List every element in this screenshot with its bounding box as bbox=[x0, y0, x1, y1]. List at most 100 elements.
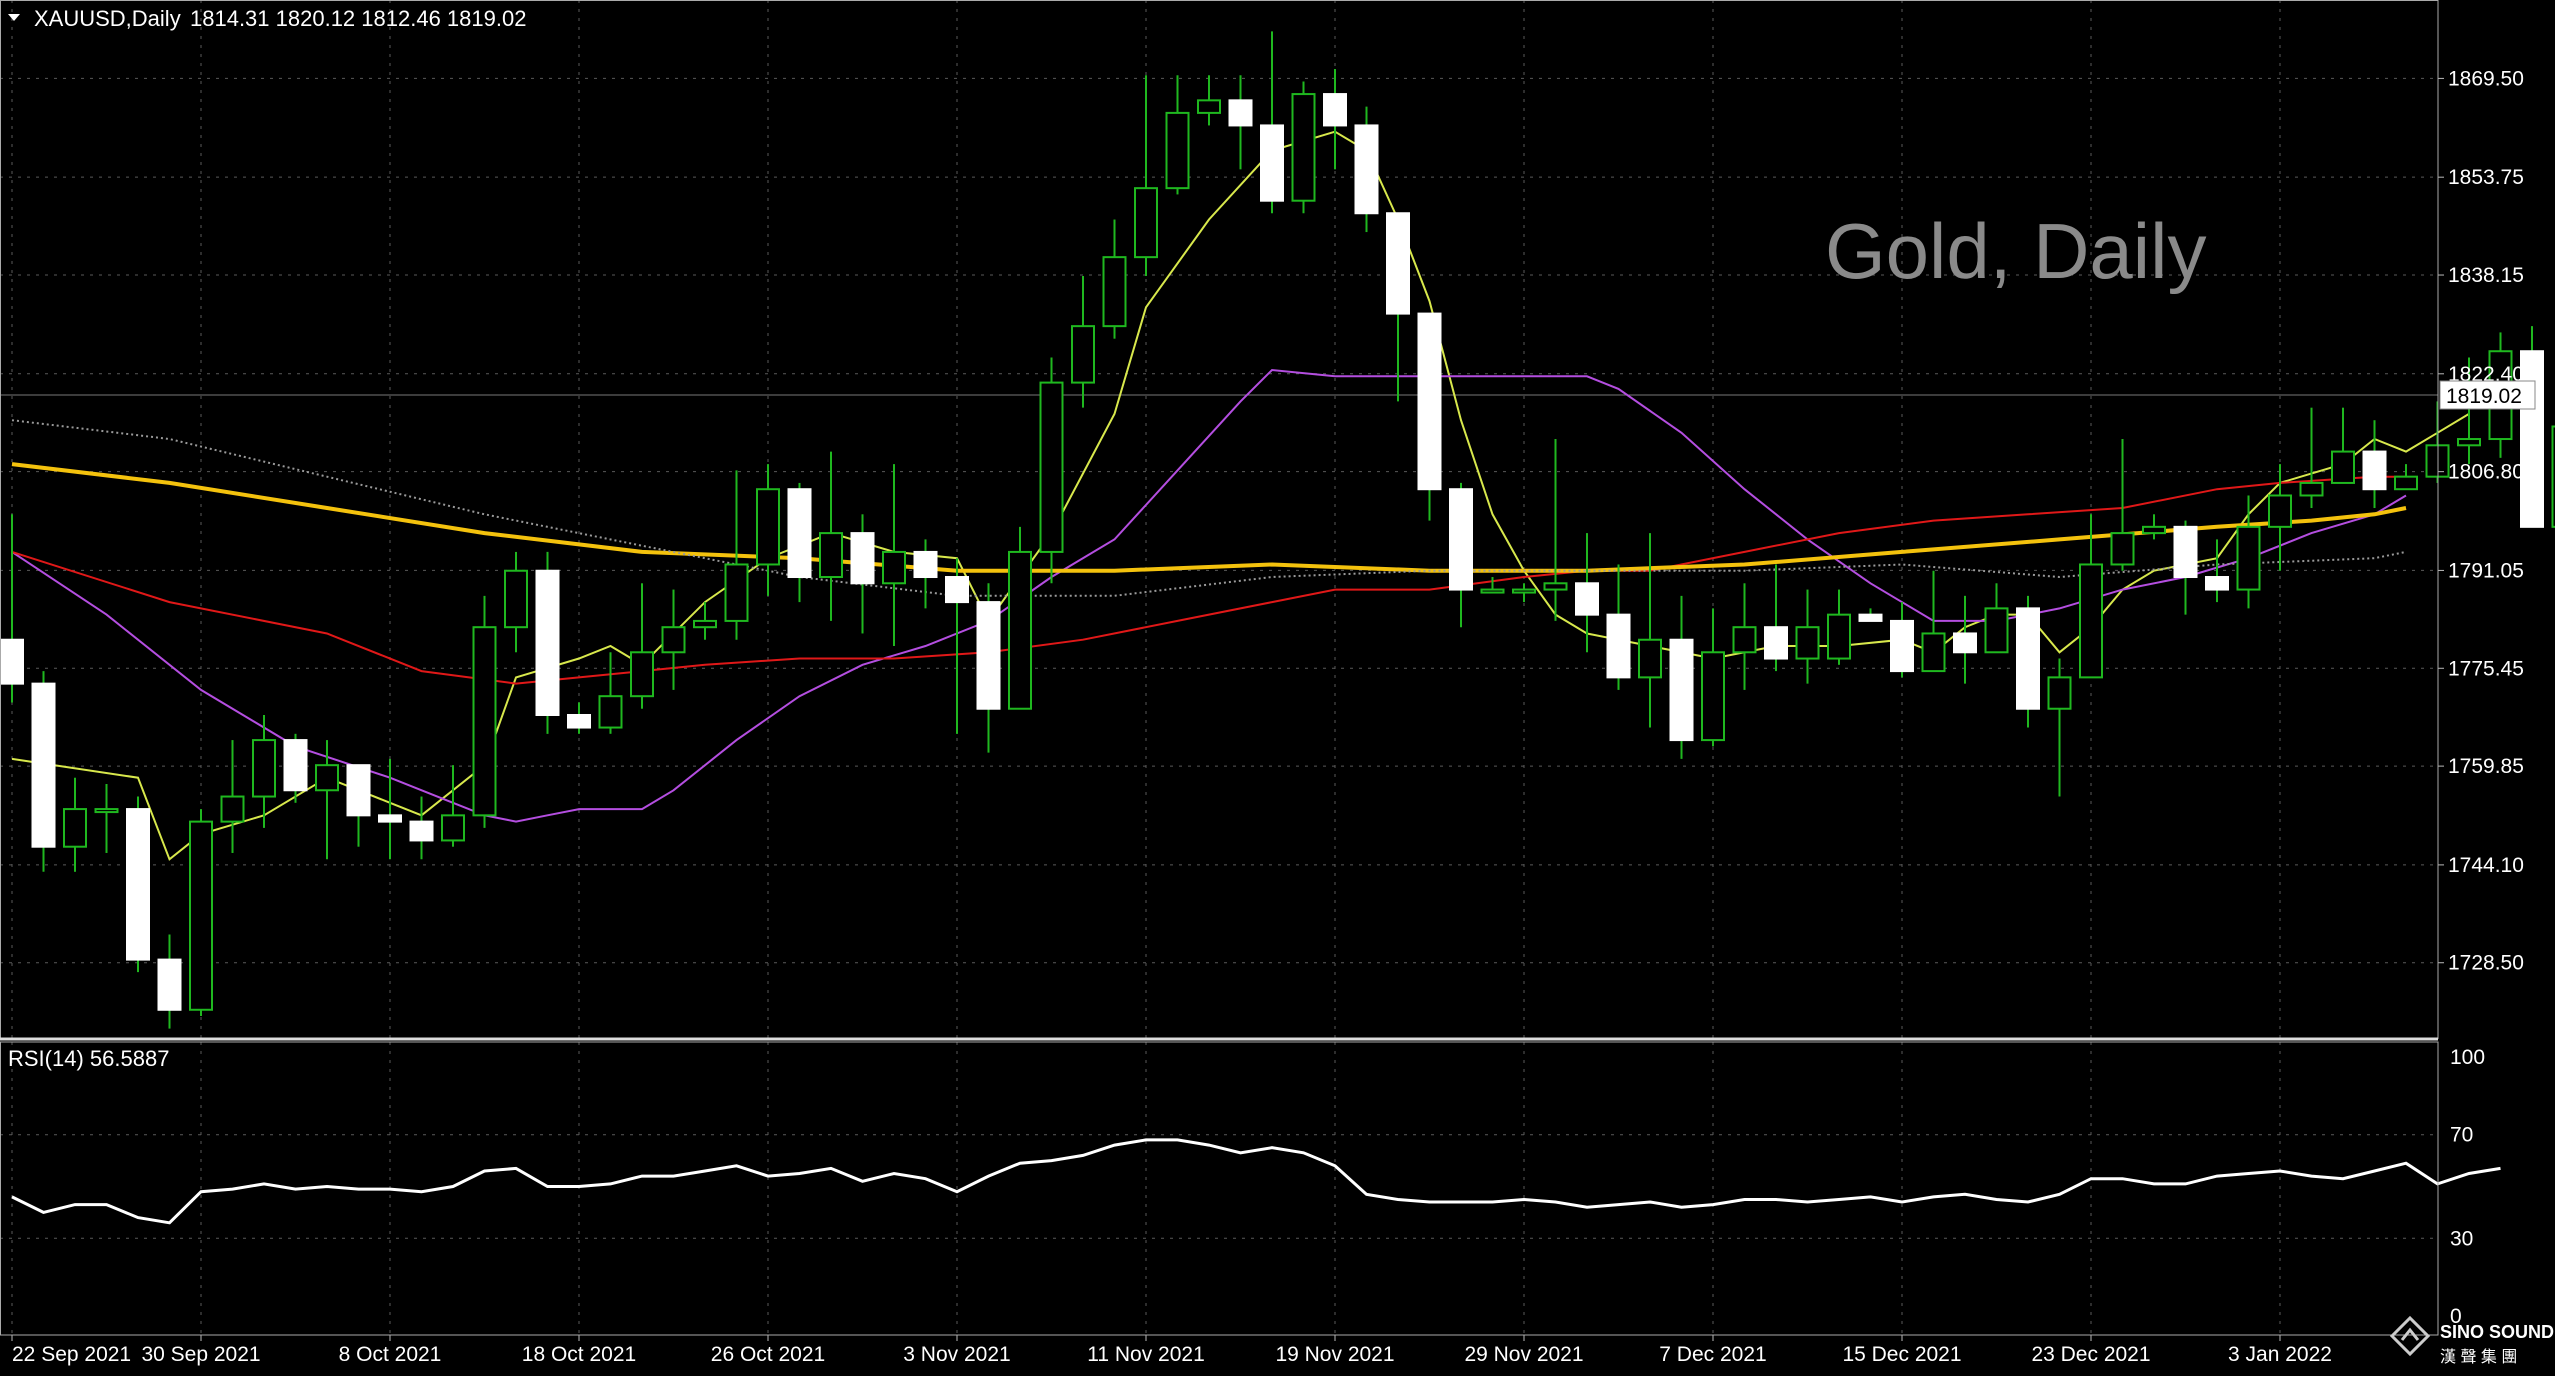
candle bbox=[127, 797, 149, 973]
candle-body-bullish bbox=[2458, 439, 2480, 445]
candle-body-bullish bbox=[474, 627, 496, 815]
candle-body-bullish bbox=[442, 815, 464, 840]
y-tick-label: 1869.50 bbox=[2448, 67, 2524, 90]
candle-body-bearish bbox=[789, 489, 811, 577]
candle-body-bearish bbox=[1387, 213, 1409, 313]
candle-body-bearish bbox=[852, 533, 874, 583]
candle-body-bearish bbox=[2206, 577, 2228, 590]
logo-brand-text: SINO SOUND bbox=[2440, 1322, 2554, 1342]
candle-body-bearish bbox=[1, 640, 23, 684]
candle-body-bearish bbox=[1324, 94, 1346, 125]
candle-body-bullish bbox=[1293, 94, 1315, 201]
y-tick-label: 1806.80 bbox=[2448, 461, 2524, 484]
candle-body-bullish bbox=[1986, 608, 2008, 652]
candle-body-bearish bbox=[1954, 633, 1976, 652]
rsi-tick-label: 70 bbox=[2450, 1124, 2473, 1147]
candle-body-bearish bbox=[1891, 621, 1913, 671]
x-tick-label: 29 Nov 2021 bbox=[1464, 1343, 1583, 1366]
x-tick-label: 3 Nov 2021 bbox=[903, 1343, 1010, 1366]
candle-body-bullish bbox=[1513, 590, 1535, 593]
chart-ohlc-values: 1814.31 1820.12 1812.46 1819.02 bbox=[190, 6, 526, 31]
candle bbox=[2521, 326, 2543, 527]
candle-body-bullish bbox=[1167, 113, 1189, 188]
candle bbox=[1041, 357, 1063, 583]
x-tick-label: 19 Nov 2021 bbox=[1275, 1343, 1394, 1366]
x-tick-label: 3 Jan 2022 bbox=[2228, 1343, 2332, 1366]
candle-body-bearish bbox=[33, 684, 55, 847]
candle bbox=[33, 671, 55, 872]
candle-body-bullish bbox=[2049, 677, 2071, 708]
candle-body-bullish bbox=[96, 809, 118, 812]
y-tick-label: 1759.85 bbox=[2448, 755, 2524, 778]
candle-body-bullish bbox=[222, 797, 244, 822]
candle bbox=[1293, 82, 1315, 214]
candle-body-bearish bbox=[946, 577, 968, 602]
candle-body-bullish bbox=[726, 564, 748, 620]
candle-body-bullish bbox=[64, 809, 86, 847]
candle-body-bearish bbox=[1419, 314, 1441, 490]
candle-body-bearish bbox=[2364, 452, 2386, 490]
candle-body-bullish bbox=[694, 621, 716, 627]
y-tick-label: 1775.45 bbox=[2448, 657, 2524, 680]
candle-body-bullish bbox=[2301, 483, 2323, 496]
candle-body-bearish bbox=[1671, 640, 1693, 740]
candle-body-bearish bbox=[411, 822, 433, 841]
candle-body-bullish bbox=[1702, 652, 1724, 740]
candle-body-bullish bbox=[1482, 590, 1504, 593]
rsi-tick-label: 100 bbox=[2450, 1046, 2485, 1069]
candle-body-bearish bbox=[159, 960, 181, 1010]
candle-body-bearish bbox=[2521, 351, 2543, 527]
candle bbox=[474, 596, 496, 828]
candle-body-bullish bbox=[1545, 583, 1567, 589]
x-tick-label: 15 Dec 2021 bbox=[1842, 1343, 1961, 1366]
x-tick-label: 18 Oct 2021 bbox=[522, 1343, 636, 1366]
candle-body-bullish bbox=[2332, 452, 2354, 483]
candle-body-bullish bbox=[2112, 533, 2134, 564]
candle bbox=[190, 809, 212, 1016]
candle-body-bearish bbox=[1230, 100, 1252, 125]
y-tick-label: 1791.05 bbox=[2448, 559, 2524, 582]
candle-body-bearish bbox=[348, 765, 370, 815]
candle-body-bearish bbox=[127, 809, 149, 960]
candle-body-bearish bbox=[1576, 583, 1598, 614]
candle-body-bearish bbox=[915, 552, 937, 577]
candle-body-bullish bbox=[1041, 383, 1063, 552]
logo-cn-text: 漢 聲 集 團 bbox=[2440, 1348, 2517, 1366]
x-tick-label: 26 Oct 2021 bbox=[711, 1343, 825, 1366]
candle-body-bullish bbox=[820, 533, 842, 577]
candle-body-bearish bbox=[978, 602, 1000, 709]
x-tick-label: 30 Sep 2021 bbox=[141, 1343, 260, 1366]
candle bbox=[1009, 527, 1031, 709]
candle-body-bearish bbox=[1450, 489, 1472, 589]
x-tick-label: 23 Dec 2021 bbox=[2031, 1343, 2150, 1366]
candle-body-bullish bbox=[1104, 257, 1126, 326]
candle-body-bullish bbox=[2080, 564, 2102, 677]
y-tick-label: 1853.75 bbox=[2448, 166, 2524, 189]
current-price-label: 1819.02 bbox=[2446, 385, 2522, 408]
x-tick-label: 8 Oct 2021 bbox=[339, 1343, 442, 1366]
candle-body-bearish bbox=[285, 740, 307, 790]
candle-body-bullish bbox=[2395, 477, 2417, 490]
x-tick-label: 22 Sep 2021 bbox=[12, 1343, 131, 1366]
candle-body-bearish bbox=[537, 571, 559, 715]
candle-body-bullish bbox=[1639, 640, 1661, 678]
candle-body-bullish bbox=[1734, 627, 1756, 652]
candle-body-bearish bbox=[1356, 125, 1378, 213]
candle bbox=[1356, 107, 1378, 232]
candle-body-bullish bbox=[1828, 615, 1850, 659]
candle-body-bearish bbox=[1765, 627, 1787, 658]
candle-body-bullish bbox=[316, 765, 338, 790]
rsi-label: RSI(14) 56.5887 bbox=[8, 1046, 169, 1071]
candle bbox=[537, 552, 559, 734]
candle-body-bullish bbox=[1797, 627, 1819, 658]
candle-body-bullish bbox=[600, 696, 622, 727]
candle-body-bullish bbox=[883, 552, 905, 583]
candle-body-bullish bbox=[1072, 326, 1094, 382]
candle-body-bullish bbox=[253, 740, 275, 796]
candle-body-bullish bbox=[2143, 527, 2165, 533]
y-tick-label: 1838.15 bbox=[2448, 264, 2524, 287]
candle-body-bullish bbox=[631, 652, 653, 696]
